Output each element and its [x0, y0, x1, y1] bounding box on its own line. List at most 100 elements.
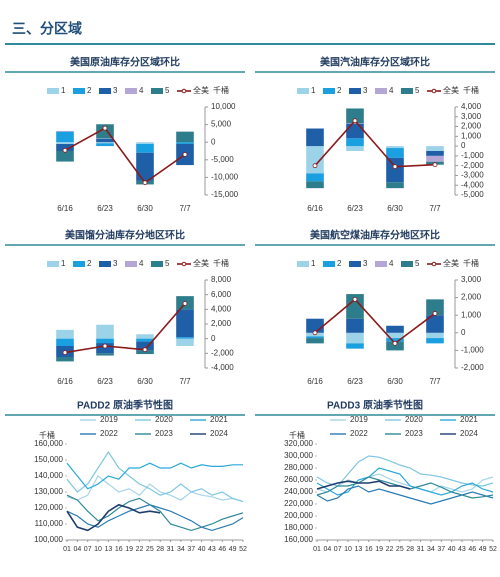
chart-title: PADD3 原油季节性图	[327, 399, 423, 412]
bar-segment	[176, 337, 194, 339]
x-tick-label: 6/30	[137, 377, 153, 386]
bar-segment	[96, 324, 114, 339]
legend-label: 2	[337, 86, 342, 95]
y-tick-label: 220,000	[284, 499, 313, 508]
total-point	[102, 125, 108, 131]
y-tick-label: 260,000	[284, 475, 313, 484]
legend-label: 2024	[460, 429, 478, 438]
x-tick-label: 43	[458, 546, 466, 553]
legend-label: 3	[363, 259, 368, 268]
legend-swatch	[349, 88, 361, 94]
x-tick-label: 04	[73, 546, 81, 553]
legend-swatch	[375, 88, 387, 94]
bar-segment	[136, 350, 154, 355]
x-tick-label: 07	[334, 546, 342, 553]
bar-segment	[426, 332, 444, 339]
x-tick-label: 6/23	[97, 377, 113, 386]
x-tick-label: 6/30	[387, 204, 403, 213]
bar-segment	[346, 108, 364, 124]
bar-segment	[306, 173, 324, 182]
total-point	[432, 311, 438, 316]
x-tick-label: 46	[468, 546, 476, 553]
legend-label: 全美	[443, 258, 459, 268]
y-tick-label: 300,000	[284, 451, 313, 460]
total-point	[142, 347, 148, 353]
x-tick-label: 6/16	[307, 377, 323, 386]
legend-swatch	[73, 261, 85, 267]
legend-label: 2	[87, 259, 92, 268]
y-tick-label: 0	[211, 137, 216, 146]
bar-segment	[96, 142, 114, 144]
x-tick-label: 6/30	[387, 377, 403, 386]
y-tick-label: -10,000	[211, 173, 239, 182]
chart-title: 美国航空煤油库存分地区环比	[310, 229, 440, 242]
y-tick-label: -15,000	[211, 190, 239, 199]
bar-segment	[426, 146, 444, 151]
series-line	[316, 467, 494, 496]
bar-segment	[306, 146, 324, 174]
legend-swatch	[99, 261, 111, 267]
y-tick-label: 8,000	[211, 275, 232, 284]
total-line	[64, 127, 186, 184]
unit-label: 千桶	[213, 85, 229, 95]
legend-swatch	[151, 88, 163, 94]
bar-segment	[56, 131, 74, 143]
x-tick-label: 13	[355, 546, 363, 553]
y-tick-label: -5,000	[461, 190, 484, 199]
x-tick-label: 7/7	[179, 377, 191, 386]
y-tick-label: -1,000	[461, 151, 484, 160]
bar-segment	[346, 294, 364, 319]
x-tick-label: 40	[448, 546, 456, 553]
bar-segment	[176, 142, 194, 144]
y-tick-label: -1,000	[461, 346, 484, 355]
x-tick-label: 6/23	[347, 204, 363, 213]
legend-swatch	[401, 261, 413, 267]
legend-swatch	[323, 261, 335, 267]
y-tick-label: 10,000	[211, 102, 236, 111]
bar-segment	[426, 155, 444, 162]
y-tick-label: 3,000	[461, 275, 482, 284]
y-tick-label: -4,000	[211, 363, 234, 372]
y-axis-label: 千桶	[289, 430, 305, 440]
legend-label: 2022	[350, 429, 368, 438]
x-tick-label: 6/16	[57, 377, 73, 386]
legend-swatch	[297, 261, 309, 267]
bar-segment	[346, 146, 364, 151]
legend-swatch	[349, 261, 361, 267]
x-tick-label: 22	[136, 546, 144, 553]
bar-segment	[386, 341, 404, 351]
legend-label: 2021	[210, 415, 228, 424]
x-tick-label: 6/30	[137, 204, 153, 213]
x-tick-label: 7/7	[429, 377, 441, 386]
bar-segment	[56, 329, 74, 339]
bar-segment	[136, 142, 154, 144]
legend-swatch	[125, 88, 137, 94]
bar-segment	[426, 151, 444, 156]
bar-segment	[386, 148, 404, 158]
total-point	[352, 296, 358, 302]
legend-label: 5	[165, 259, 170, 268]
legend-label: 2023	[405, 429, 423, 438]
y-tick-label: 0	[461, 141, 466, 150]
legend-swatch	[401, 88, 413, 94]
y-tick-label: 120,000	[34, 503, 63, 512]
legend-label: 5	[165, 86, 170, 95]
bar-segment	[136, 341, 154, 351]
total-line	[314, 298, 436, 345]
bar-segment	[136, 152, 154, 181]
legend-point	[431, 261, 437, 267]
x-tick-label: 19	[375, 546, 383, 553]
series-line	[316, 480, 411, 490]
bar-segment	[136, 143, 154, 153]
x-tick-label: 6/23	[347, 377, 363, 386]
legend-label: 2021	[460, 415, 478, 424]
y-tick-label: 150,000	[34, 455, 63, 464]
legend-label: 4	[389, 86, 394, 95]
legend-label: 1	[61, 259, 66, 268]
x-tick-label: 01	[313, 546, 321, 553]
y-tick-label: -2,000	[461, 161, 484, 170]
legend-label: 1	[311, 86, 316, 95]
legend-swatch	[99, 88, 111, 94]
legend-label: 4	[389, 259, 394, 268]
y-tick-label: 0	[211, 334, 216, 343]
